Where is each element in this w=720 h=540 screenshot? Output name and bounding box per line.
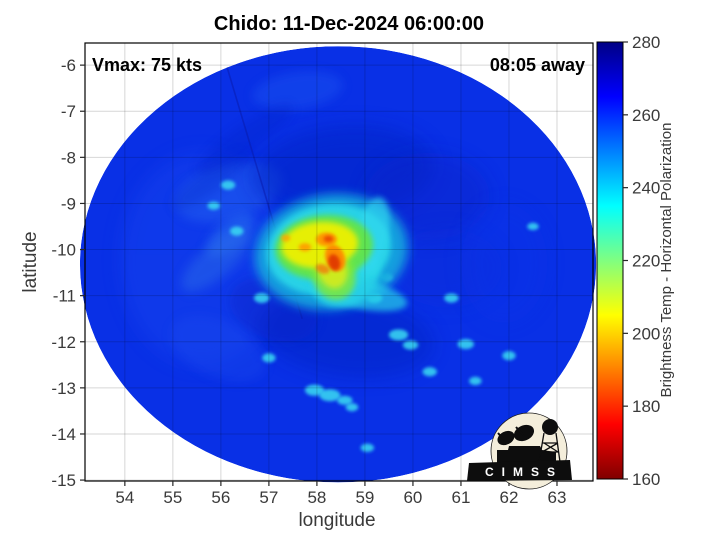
- cimss-banner: [467, 460, 572, 481]
- colorbar: [596, 41, 624, 480]
- x-tick-label: 60: [403, 488, 422, 507]
- plot-title: Chido: 11-Dec-2024 06:00:00: [214, 13, 484, 35]
- cold-cloud-speckle: [422, 367, 437, 377]
- cimss-logo: CIMSS: [467, 412, 572, 490]
- x-tick-label: 54: [115, 488, 134, 507]
- x-tick-label: 62: [500, 488, 519, 507]
- y-tick-label: -12: [51, 333, 76, 352]
- storm-core-blob: [315, 263, 330, 274]
- cold-cloud-speckle: [337, 395, 353, 405]
- colorbar-label: Brightness Temp - Horizontal Polarizatio…: [658, 123, 675, 398]
- y-tick-label: -9: [61, 194, 76, 213]
- vmax-annotation: Vmax: 75 kts: [92, 55, 202, 75]
- y-tick-label: -10: [51, 241, 76, 260]
- cold-cloud-speckle: [304, 384, 325, 396]
- colorbar-tick-label: 240: [632, 179, 660, 198]
- colorbar-tick-label: 160: [632, 470, 660, 489]
- storm-core-blob: [323, 235, 334, 243]
- cold-cloud-speckle: [457, 338, 474, 350]
- colorbar-tick-label: 220: [632, 252, 660, 271]
- y-tick-label: -11: [53, 287, 76, 306]
- cloud-patch: [171, 151, 252, 210]
- water-tower-legs: [538, 432, 561, 463]
- cold-cloud-speckle: [230, 226, 244, 236]
- colorbar-tick-marks: [623, 41, 628, 480]
- axis-tick-labels: 54 55 56 57 58 59 60 61 62 63 -6 -7 -8 -9 -10 -11 -12 -13…: [51, 56, 566, 507]
- axis-tick-marks: [80, 64, 558, 486]
- time-away-annotation: 08:05 away: [490, 55, 585, 75]
- cold-cloud-speckle: [207, 201, 220, 210]
- x-tick-label: 59: [355, 488, 374, 507]
- cloud-patch: [460, 203, 548, 324]
- colorbar-tick-label: 200: [632, 324, 660, 343]
- cold-cloud-speckle: [402, 340, 419, 350]
- x-tick-label: 63: [548, 488, 567, 507]
- x-tick-label: 56: [211, 488, 230, 507]
- y-tick-label: -14: [51, 425, 76, 444]
- x-tick-label: 58: [307, 488, 326, 507]
- x-tick-label: 57: [259, 488, 278, 507]
- cold-cloud-speckle: [345, 403, 359, 412]
- x-axis-label: longitude: [298, 510, 375, 531]
- cimss-logo-silhouette: [497, 419, 558, 464]
- cold-cloud-speckle: [262, 353, 276, 363]
- y-tick-label: -6: [61, 56, 76, 75]
- cold-cloud-speckle: [388, 329, 409, 341]
- cold-cloud-speckle: [527, 222, 539, 231]
- y-tick-label: -13: [51, 379, 76, 398]
- x-tick-label: 61: [451, 488, 470, 507]
- y-axis-label: latitude: [20, 231, 41, 292]
- cold-cloud-speckle: [469, 376, 482, 386]
- x-tick-label: 55: [163, 488, 182, 507]
- cold-cloud-speckle: [319, 389, 341, 402]
- satellite-swath-image: [79, 46, 597, 483]
- storm-core-blob: [328, 254, 341, 271]
- cloud-patch: [252, 71, 343, 110]
- storm-core-blob: [280, 234, 291, 242]
- cold-cloud-speckle: [220, 180, 236, 190]
- cimss-logo-text: CIMSS: [485, 465, 563, 479]
- cloud-patch: [197, 104, 293, 174]
- y-tick-label: -8: [61, 148, 76, 167]
- cold-cloud-speckle: [444, 293, 459, 303]
- colorbar-tick-label: 180: [632, 397, 660, 416]
- cold-cloud-speckle: [502, 350, 516, 361]
- cloud-patch: [181, 230, 251, 292]
- colorbar-tick-label: 280: [632, 33, 660, 52]
- cold-cloud-speckle: [360, 443, 375, 452]
- y-tick-label: -7: [61, 102, 76, 121]
- storm-core-blob: [298, 243, 312, 252]
- colorbar-tick-label: 260: [632, 106, 660, 125]
- cold-cloud-speckle: [254, 292, 270, 304]
- colorbar-tick-labels: 160 180 200 220 240 260 280: [632, 33, 660, 489]
- cloud-patch: [171, 315, 266, 382]
- y-tick-label: -15: [51, 471, 76, 490]
- axes-box: [84, 42, 594, 482]
